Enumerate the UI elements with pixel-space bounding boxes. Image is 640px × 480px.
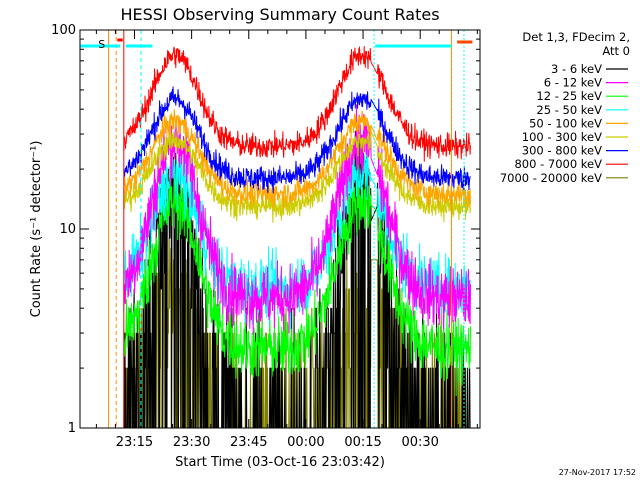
series-line-6-to-12kev <box>123 104 471 335</box>
series-line-50-to-100kev <box>123 109 471 210</box>
x-tick-label: 00:15 <box>344 435 381 450</box>
legend-label: 50 - 100 keV <box>529 116 602 130</box>
x-tick-label: 23:45 <box>230 435 267 450</box>
y-tick-label: 100 <box>51 23 76 38</box>
overlay-layer: S <box>80 30 473 428</box>
x-tick-label: 00:30 <box>401 435 438 450</box>
legend-label: 25 - 50 keV <box>536 103 602 117</box>
series-line-300-to-800kev <box>123 86 471 194</box>
data-layer <box>123 46 471 428</box>
attenuator-state-label: S <box>98 38 105 51</box>
x-tick-label: 23:15 <box>116 435 153 450</box>
footer-timestamp: 27-Nov-2017 17:52 <box>559 468 636 477</box>
y-tick-label: 1 <box>68 421 76 436</box>
legend-header-line-2: Att 0 <box>602 44 630 58</box>
legend-label: 800 - 7000 keV <box>514 157 602 171</box>
chart-title: HESSI Observing Summary Count Rates <box>120 5 439 24</box>
legend-label: 6 - 12 keV <box>544 76 602 90</box>
x-tick-label: 00:00 <box>287 435 324 450</box>
y-axis-label: Count Rate (s⁻¹ detector⁻¹) <box>29 141 44 318</box>
x-axis-label: Start Time (03-Oct-16 23:03:42) <box>175 455 385 470</box>
legend-label: 100 - 300 keV <box>522 130 602 144</box>
legend-label: 12 - 25 keV <box>536 89 602 103</box>
legend-header-line-1: Det 1,3, FDecim 2, <box>522 30 630 44</box>
legend-label: 7000 - 20000 keV <box>500 171 602 185</box>
legend-label: 300 - 800 keV <box>522 144 602 158</box>
axes-layer: 23:15 23:30 23:45 00:00 00:15 00:30 1 10 100 <box>51 23 480 450</box>
x-tick-label: 23:30 <box>173 435 210 450</box>
y-tick-label: 10 <box>59 222 76 237</box>
series-line-800-to-7000kev <box>123 46 471 162</box>
series-line-12-to-25kev <box>123 168 471 397</box>
legend-label: 3 - 6 keV <box>551 62 602 76</box>
